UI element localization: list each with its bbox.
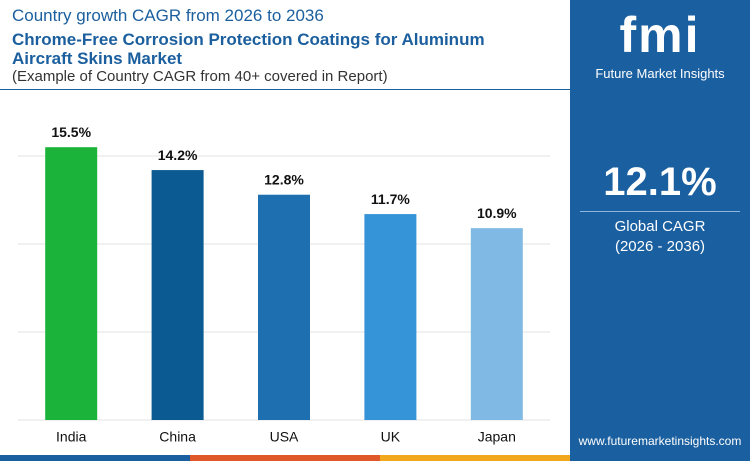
logo-mark: fmi (619, 7, 701, 63)
divider (0, 89, 570, 90)
bar (45, 147, 98, 420)
value-label: 12.8% (264, 171, 304, 187)
x-tick-label: USA (270, 429, 299, 445)
global-cagr-period: (2026 - 2036) (614, 238, 706, 255)
divider (580, 211, 740, 212)
chart-note: (Example of Country CAGR from 40+ covere… (12, 68, 388, 85)
bar (151, 170, 204, 420)
color-strip (0, 455, 750, 461)
value-label: 10.9% (477, 205, 517, 221)
chart: India 15.5% China 14.2% USA 12.8% UK 11.7% Japan… (18, 124, 550, 445)
value-label: 14.2% (158, 147, 198, 163)
website: www.futuremarketinsights.com (578, 434, 742, 448)
global-cagr-label: Global CAGR (614, 218, 706, 235)
chart-title: Chrome-Free Corrosion Protection Coating… (12, 30, 485, 68)
bar (470, 228, 523, 420)
x-tick-label: China (159, 429, 196, 445)
x-tick-label: UK (381, 429, 401, 445)
chart-kicker: Country growth CAGR from 2026 to 2036 (12, 6, 324, 25)
x-tick-label: Japan (478, 429, 516, 445)
bar (258, 194, 310, 420)
value-label: 11.7% (371, 191, 410, 207)
global-cagr-value: 12.1% (603, 160, 717, 204)
logo-name: Future Market Insights (595, 66, 725, 81)
side-panel: fmi Future Market Insights 12.1% Global … (570, 0, 750, 455)
value-label: 15.5% (51, 124, 91, 140)
bar (364, 214, 417, 420)
x-tick-label: India (56, 429, 87, 445)
